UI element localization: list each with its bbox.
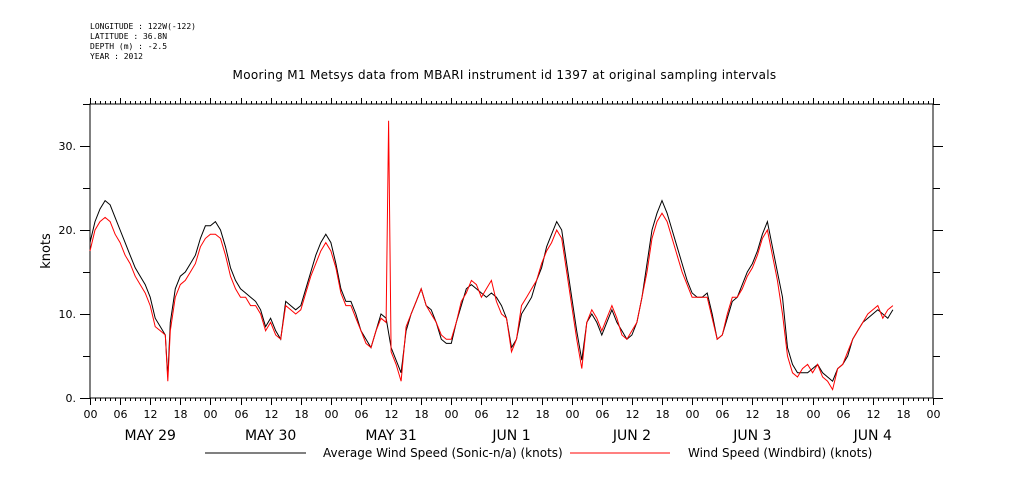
x-day-label: MAY 29 bbox=[125, 428, 176, 444]
axis-labels: 00 06 12 18 00 06 12 18 00 06 12 18 00 06 12 18 00 06 12 18… bbox=[39, 140, 941, 444]
legend-label-sonic: Average Wind Speed (Sonic-n/a) (knots) bbox=[323, 446, 563, 460]
legend-label-windbird: Wind Speed (Windbird) (knots) bbox=[688, 446, 873, 460]
x-tick-label: 06 bbox=[235, 408, 249, 421]
x-tick-label: 06 bbox=[837, 408, 851, 421]
x-day-label: JUN 4 bbox=[853, 428, 892, 444]
x-tick-label: 06 bbox=[475, 408, 489, 421]
longitude-text: LONGITUDE : 122W(-122) bbox=[90, 22, 196, 31]
x-day-label: MAY 30 bbox=[245, 428, 296, 444]
x-day-label: JUN 3 bbox=[732, 428, 771, 444]
x-tick-label: 12 bbox=[746, 408, 760, 421]
series-line-1 bbox=[89, 120, 894, 391]
y-tick-label: 10. bbox=[59, 308, 77, 321]
x-tick-label: 18 bbox=[776, 408, 790, 421]
y-tick-label: 20. bbox=[59, 224, 77, 237]
latitude-text: LATITUDE : 36.8N bbox=[90, 32, 168, 41]
x-tick-label: 00 bbox=[325, 408, 339, 421]
x-tick-label: 00 bbox=[204, 408, 218, 421]
x-tick-label: 12 bbox=[867, 408, 881, 421]
x-tick-label: 18 bbox=[536, 408, 550, 421]
y-tick-label: 0. bbox=[66, 392, 77, 405]
y-axis-label: knots bbox=[39, 233, 54, 269]
x-tick-label: 12 bbox=[265, 408, 279, 421]
x-tick-label: 00 bbox=[84, 408, 98, 421]
plot-frame bbox=[89, 103, 934, 399]
x-tick-label: 00 bbox=[927, 408, 941, 421]
year-text: YEAR : 2012 bbox=[90, 52, 143, 61]
depth-text: DEPTH (m) : -2.5 bbox=[90, 42, 168, 51]
x-tick-label: 18 bbox=[415, 408, 429, 421]
x-day-label: JUN 2 bbox=[612, 428, 651, 444]
plot-axes bbox=[80, 98, 943, 405]
x-day-label: MAY 31 bbox=[365, 428, 416, 444]
x-tick-label: 18 bbox=[656, 408, 670, 421]
chart-title: Mooring M1 Metsys data from MBARI instru… bbox=[232, 68, 777, 82]
x-tick-label: 06 bbox=[716, 408, 730, 421]
x-tick-label: 00 bbox=[686, 408, 700, 421]
y-tick-label: 30. bbox=[59, 140, 77, 153]
x-tick-label: 12 bbox=[144, 408, 158, 421]
x-tick-label: 06 bbox=[355, 408, 369, 421]
series-layer bbox=[89, 120, 894, 391]
x-tick-label: 18 bbox=[295, 408, 309, 421]
x-tick-label: 00 bbox=[445, 408, 459, 421]
x-tick-label: 00 bbox=[807, 408, 821, 421]
x-tick-label: 06 bbox=[114, 408, 128, 421]
x-day-label: JUN 1 bbox=[491, 428, 530, 444]
series-line-0 bbox=[89, 199, 894, 383]
x-tick-label: 12 bbox=[506, 408, 520, 421]
x-tick-label: 12 bbox=[385, 408, 399, 421]
x-tick-label: 06 bbox=[596, 408, 610, 421]
x-tick-label: 00 bbox=[566, 408, 580, 421]
x-tick-label: 18 bbox=[897, 408, 911, 421]
x-tick-label: 12 bbox=[626, 408, 640, 421]
x-tick-label: 18 bbox=[174, 408, 188, 421]
